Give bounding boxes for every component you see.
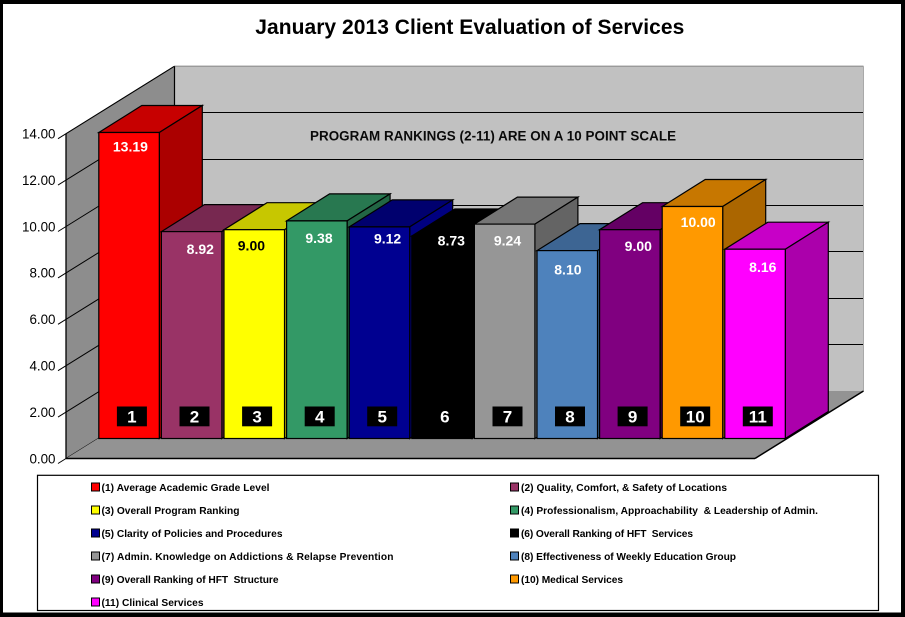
svg-text:10.00: 10.00 [22, 219, 56, 234]
svg-text:January 2013 Client Evaluation: January 2013 Client Evaluation of Servic… [255, 16, 684, 39]
svg-text:14.00: 14.00 [22, 127, 56, 142]
svg-text:(10) Medical Services: (10) Medical Services [521, 575, 623, 586]
svg-text:9.12: 9.12 [374, 231, 401, 247]
svg-text:10: 10 [686, 408, 705, 427]
svg-text:4: 4 [315, 408, 325, 427]
svg-text:6.00: 6.00 [29, 312, 55, 327]
svg-text:6: 6 [440, 408, 449, 427]
svg-text:(9) Overall Ranking of HFT St: (9) Overall Ranking of HFT Structure [102, 575, 279, 586]
svg-text:8: 8 [565, 408, 574, 427]
svg-text:(3) Overall Program Ranking: (3) Overall Program Ranking [102, 506, 240, 517]
svg-text:13.19: 13.19 [113, 139, 148, 155]
svg-text:8.92: 8.92 [187, 241, 214, 257]
svg-text:PROGRAM RANKINGS (2-11) ARE ON: PROGRAM RANKINGS (2-11) ARE ON A 10 POIN… [310, 129, 676, 144]
svg-text:9: 9 [628, 408, 637, 427]
svg-text:2.00: 2.00 [29, 405, 55, 420]
svg-text:(11) Clinical Services: (11) Clinical Services [102, 598, 204, 609]
svg-text:2: 2 [190, 408, 199, 427]
svg-text:7: 7 [503, 408, 512, 427]
svg-text:9.24: 9.24 [494, 233, 521, 249]
svg-text:11: 11 [749, 408, 767, 427]
svg-text:8.10: 8.10 [554, 262, 581, 278]
svg-text:9.00: 9.00 [625, 238, 652, 254]
svg-text:(5) Clarity of Policies and Pr: (5) Clarity of Policies and Procedures [102, 529, 283, 540]
svg-text:(7) Admin. Knowledge on Addict: (7) Admin. Knowledge on Addictions & Rel… [102, 552, 394, 563]
svg-text:10.00: 10.00 [681, 214, 716, 230]
svg-text:(6) Overall Ranking of HFT Se: (6) Overall Ranking of HFT Services [521, 529, 693, 540]
svg-text:1: 1 [127, 408, 136, 427]
svg-text:8.00: 8.00 [29, 266, 55, 281]
svg-text:4.00: 4.00 [29, 359, 55, 374]
svg-text:8.73: 8.73 [438, 233, 465, 249]
svg-text:(2) Quality, Comfort, & Safety: (2) Quality, Comfort, & Safety of Locati… [521, 483, 727, 494]
svg-text:(1) Average Academic Grade Lev: (1) Average Academic Grade Level [102, 483, 270, 494]
svg-text:9.00: 9.00 [238, 238, 265, 254]
svg-text:5: 5 [377, 408, 386, 427]
svg-text:12.00: 12.00 [22, 173, 56, 188]
svg-text:(4) Professionalism, Approacha: (4) Professionalism, Approachability & L… [521, 506, 818, 517]
svg-text:8.16: 8.16 [749, 259, 776, 275]
svg-text:3: 3 [252, 408, 261, 427]
svg-text:9.38: 9.38 [305, 230, 332, 246]
svg-text:(8) Effectiveness of Weekly Ed: (8) Effectiveness of Weekly Education Gr… [521, 552, 736, 563]
svg-text:0.00: 0.00 [29, 451, 55, 466]
